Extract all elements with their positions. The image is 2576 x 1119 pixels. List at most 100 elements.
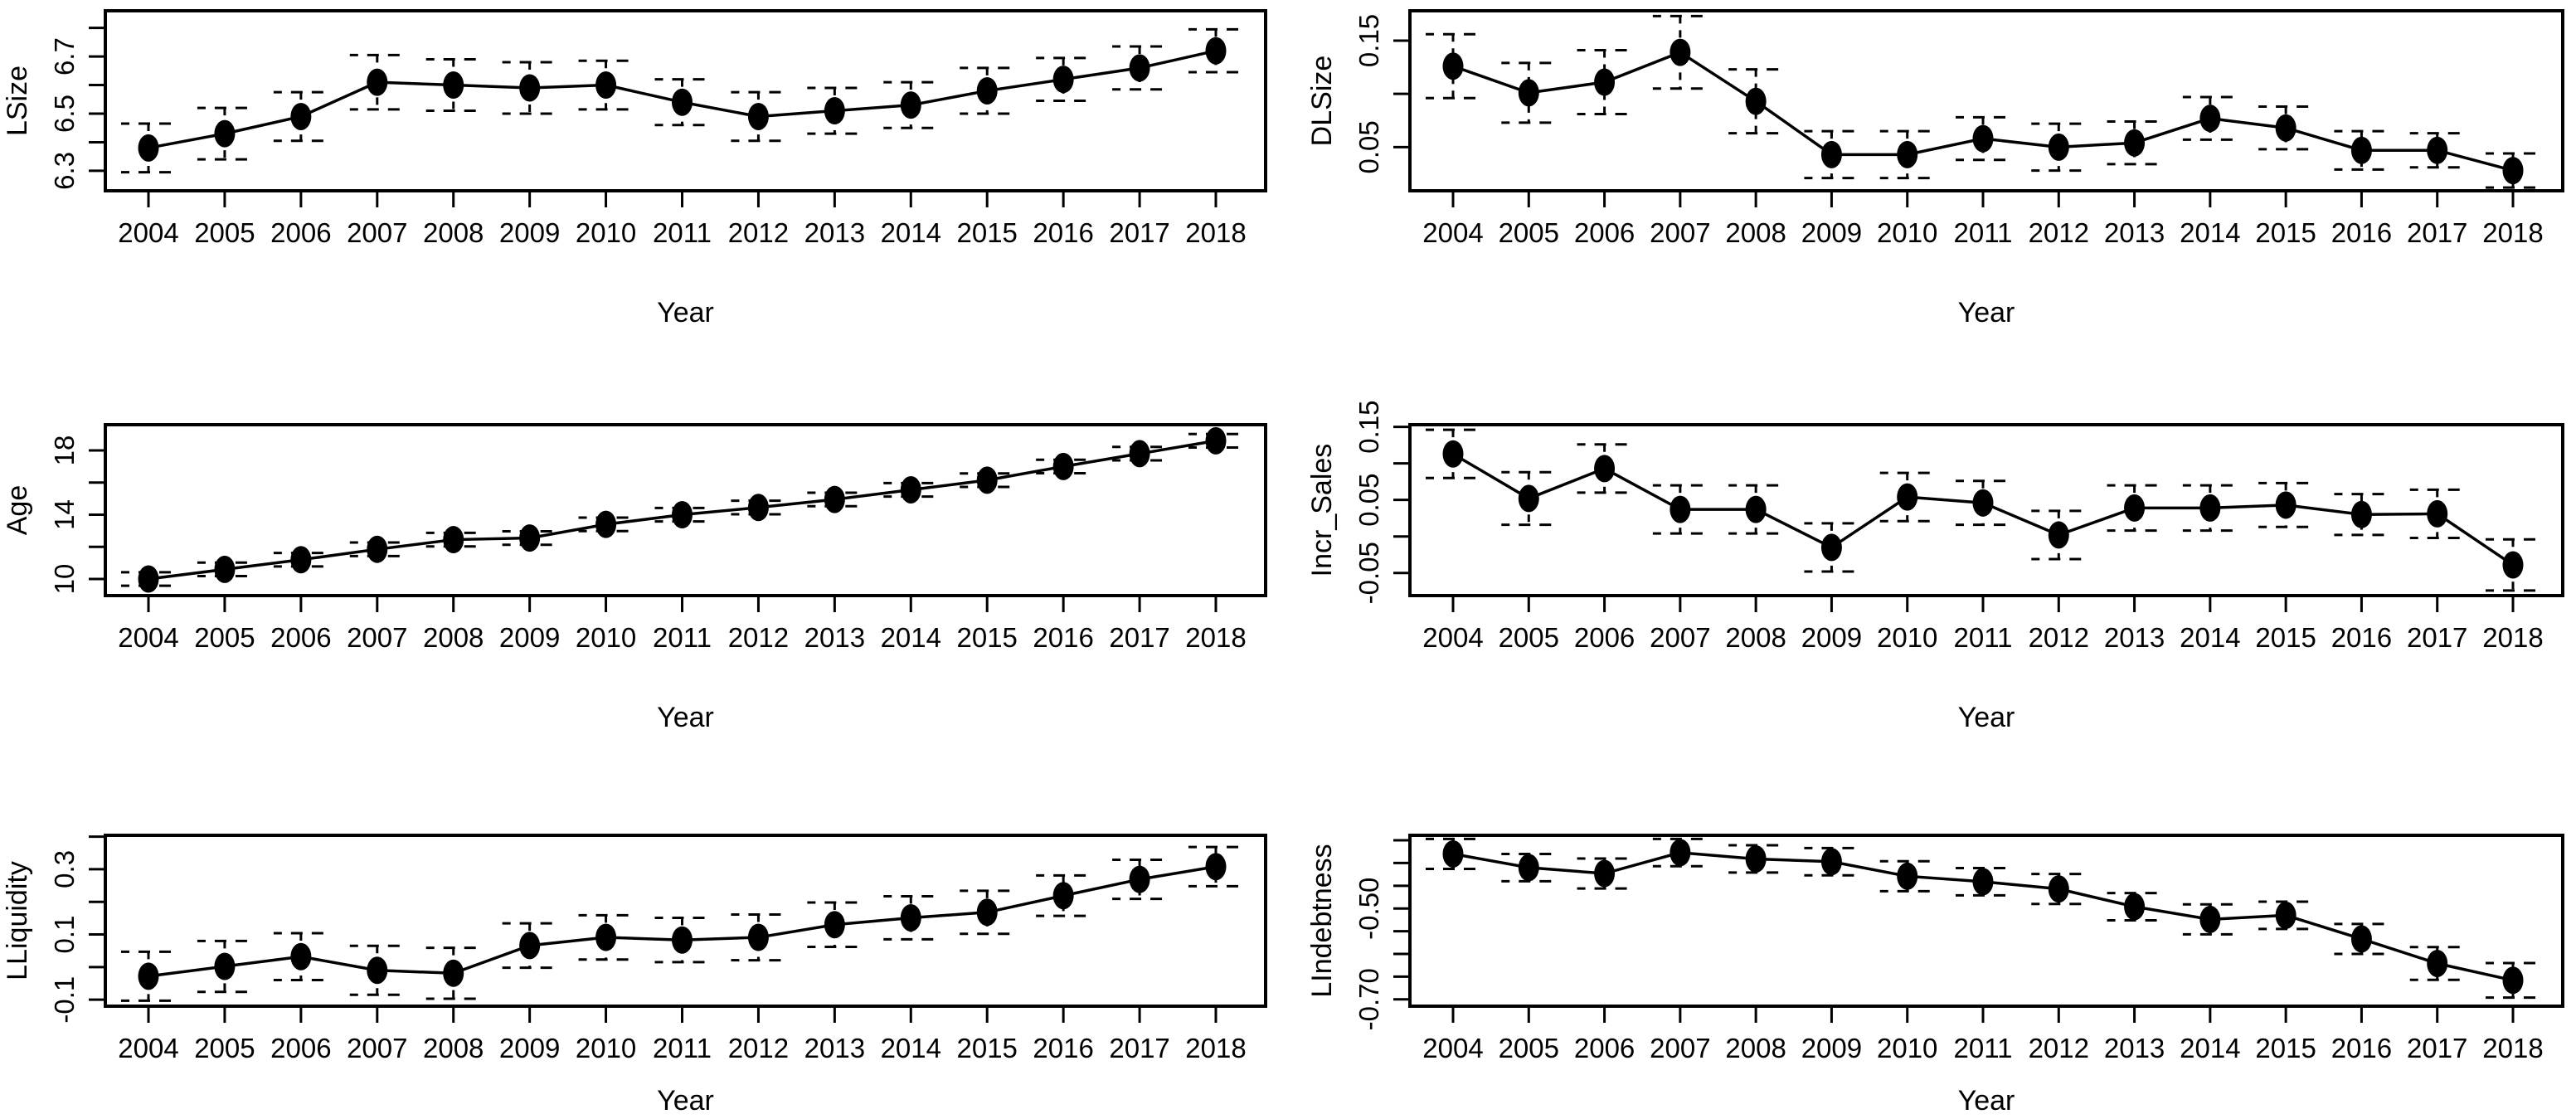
data-point [519,932,541,960]
x-tick-label: 2014 [2180,1033,2240,1063]
plot-box [1408,834,2564,1008]
x-tick-label: 2018 [2482,622,2543,653]
y-tick-label: -0.50 [1354,878,1384,940]
x-tick-label: 2009 [1801,622,1862,653]
x-tick-label: 2004 [1422,217,1483,248]
x-tick-label: 2004 [118,1033,178,1063]
data-point [1594,455,1616,483]
y-axis-title: LIndebtness [1306,844,1338,997]
data-point [2502,966,2524,995]
data-point [1897,862,1918,890]
data-point [747,494,769,522]
plot-box [104,9,1267,192]
x-tick-label: 2015 [957,1033,1018,1063]
x-tick-label: 2014 [881,622,941,653]
data-point [672,501,693,529]
panel-lindebtness: 2004 2005 2006 2007 2008 2009 2010 2011 2012 2013… [1306,834,2564,1117]
data-point [1820,140,1842,168]
data-point [443,71,464,100]
x-tick-label: 2011 [653,622,712,653]
x-tick-label: 2013 [2104,622,2165,653]
y-tick-label: 0.05 [1354,120,1384,173]
data-point [2502,551,2524,579]
x-tick-label: 2007 [1650,622,1710,653]
data-point [1897,140,1918,168]
data-point [1745,87,1767,115]
data-point [2048,875,2069,903]
data-point [1670,839,1691,867]
data-point [1052,66,1074,94]
x-tick-label: 2012 [2029,1033,2089,1063]
x-tick-label: 2007 [347,1033,407,1063]
y-tick-label: 0.15 [1354,14,1384,67]
y-axis-title: Age [2,485,33,536]
data-point [595,923,617,951]
data-point [1972,124,1994,153]
data-point [2350,500,2372,528]
x-tick-label: 2011 [1954,1033,2013,1063]
x-tick-label: 2016 [1033,622,1093,653]
x-tick-label: 2004 [118,217,178,248]
x-tick-label: 2006 [270,1033,331,1063]
data-point [595,510,617,538]
data-point [1820,848,1842,876]
data-point [367,956,388,985]
data-point [367,68,388,96]
data-point [595,71,617,100]
data-point [1594,68,1616,96]
plot-box [104,423,1267,597]
x-tick-label: 2017 [2407,1033,2467,1063]
x-tick-label: 2017 [1109,1033,1169,1063]
data-point [1129,440,1150,468]
x-tick-label: 2009 [1801,217,1862,248]
x-tick-label: 2006 [1574,622,1635,653]
x-tick-label: 2017 [1109,217,1169,248]
x-tick-label: 2018 [1185,622,1246,653]
x-tick-label: 2013 [2104,217,2165,248]
panel-incr_sales: 2004 2005 2006 2007 2008 2009 2010 2011 2012 2013… [1306,401,2564,733]
x-tick-label: 2015 [2255,217,2316,248]
x-tick-label: 2008 [423,622,484,653]
x-tick-label: 2012 [728,622,789,653]
plot-box [1408,423,2564,597]
data-point [1205,426,1227,455]
data-point [367,535,388,563]
y-tick-label: 0.05 [1354,474,1384,527]
y-tick-label: 18 [49,435,80,466]
data-point [747,102,769,130]
x-tick-label: 2009 [1801,1033,1862,1063]
x-tick-label: 2010 [1877,622,1937,653]
x-tick-label: 2005 [1499,1033,1559,1063]
data-point [2502,157,2524,185]
y-tick-label: 0.1 [49,916,80,954]
data-point [1972,868,1994,896]
data-point [1670,38,1691,66]
x-tick-label: 2006 [1574,1033,1635,1063]
panel-lsize: 2004 2005 2006 2007 2008 2009 2010 2011 2012 2013… [2,9,1267,328]
data-point [2199,905,2221,933]
x-tick-label: 2018 [2482,217,2543,248]
x-tick-label: 2009 [499,622,560,653]
data-point [1897,483,1918,511]
panel-age: 2004 2005 2006 2007 2008 2009 2010 2011 2012 2013… [2,423,1267,733]
x-tick-label: 2016 [2331,217,2392,248]
data-point [672,926,693,954]
data-point [2350,136,2372,164]
data-point [2048,133,2069,161]
x-tick-label: 2006 [1574,217,1635,248]
y-tick-label: 0.15 [1354,401,1384,454]
x-tick-label: 2010 [1877,1033,1937,1063]
x-tick-label: 2010 [1877,217,1937,248]
x-tick-label: 2006 [270,217,331,248]
data-point [138,134,159,162]
plot-box [1408,9,2564,192]
x-tick-label: 2015 [957,217,1018,248]
x-tick-label: 2004 [1422,1033,1483,1063]
x-tick-label: 2012 [2029,217,2089,248]
x-tick-label: 2011 [653,217,712,248]
data-point [976,898,998,927]
x-tick-label: 2014 [881,1033,941,1063]
data-point [1205,36,1227,65]
x-tick-label: 2010 [576,1033,636,1063]
data-point [1442,839,1464,868]
